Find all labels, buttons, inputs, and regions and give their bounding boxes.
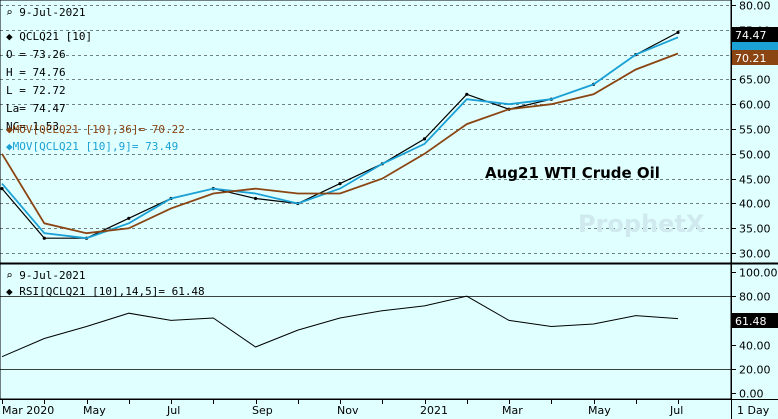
- price-point: [253, 196, 258, 201]
- zoom-icon[interactable]: ⌕: [6, 6, 13, 19]
- y-tick-label: 20.00: [739, 364, 771, 377]
- net-change-row: NC= 1.53: [6, 120, 59, 133]
- x-label-mar: Mar: [502, 404, 523, 417]
- x-label-nov: Nov: [337, 404, 359, 417]
- x-label-jul-2021: Jul: [669, 404, 683, 417]
- y-tick-label: 45.00: [739, 174, 771, 187]
- y-tick-label: 35.00: [739, 223, 771, 236]
- x-label-2021: 2021: [420, 404, 448, 417]
- symbol-text: QCLQ21 [10]: [19, 30, 92, 43]
- price-point: [42, 236, 46, 240]
- grid: [0, 5, 731, 370]
- zoom-icon[interactable]: ⌕: [6, 269, 13, 282]
- low-row: L = 72.72: [6, 84, 66, 97]
- price-point: [127, 216, 131, 220]
- last-row: La= 74.47: [6, 102, 66, 115]
- y-tick-label: 65.00: [739, 74, 771, 87]
- series-layer: [0, 30, 680, 358]
- x-label-may: May: [83, 404, 106, 417]
- high-row: H = 74.76: [6, 66, 66, 79]
- y-tick-label: 55.00: [739, 124, 771, 137]
- price-point: [465, 92, 469, 96]
- y-tick-label: 50.00: [739, 149, 771, 162]
- x-label-jul: Jul: [166, 404, 180, 417]
- x-label-mar-2020: Mar 2020: [2, 404, 54, 417]
- y-tick-label: 0.00: [739, 388, 764, 401]
- last-price-tag: 74.47: [732, 27, 778, 42]
- x-label-sep: Sep: [252, 404, 273, 417]
- mov9-line: [1, 36, 679, 240]
- rsi-last-tag: 61.48: [732, 313, 778, 328]
- mov9-tag: [732, 42, 778, 50]
- open-row: O = 73.26: [6, 48, 66, 61]
- price-point: [422, 137, 427, 141]
- rsi-date-label: ⌕ 9-Jul-2021: [6, 269, 85, 282]
- svg-text:70.21: 70.21: [735, 52, 767, 65]
- mov9-legend[interactable]: ◆MOV[QCLQ21 [10],9]= 73.49: [6, 140, 178, 153]
- y-tick-label: 80.00: [739, 291, 771, 304]
- mov36-legend[interactable]: ◆MOV[QCLQ21 [10],36]= 70.22: [6, 123, 185, 136]
- chart-title: Aug21 WTI Crude Oil: [485, 164, 660, 182]
- price-point: [338, 182, 342, 186]
- price-date: 9-Jul-2021: [19, 6, 85, 19]
- diamond-icon: ◆: [6, 123, 13, 136]
- mov36-tag: 70.21: [732, 50, 778, 65]
- price-point: [0, 187, 4, 191]
- watermark: ProphetX: [578, 210, 705, 238]
- symbol-label[interactable]: ◆ QCLQ21 [10]: [6, 30, 92, 43]
- plot-frame: [0, 0, 732, 400]
- y-tick-label: 40.00: [739, 340, 771, 353]
- price-date-label: ⌕ 9-Jul-2021: [6, 6, 85, 19]
- mov36-line: [1, 52, 679, 235]
- period-label[interactable]: 1 Day: [737, 404, 770, 417]
- y-tick-label: 80.00: [739, 0, 771, 13]
- rsi-legend[interactable]: ◆ RSI[QCLQ21 [10],14,5]= 61.48: [6, 285, 205, 298]
- y-tick-label: 30.00: [739, 248, 771, 261]
- y-tick-label: 40.00: [739, 198, 771, 211]
- y-tick-label: 100.00: [739, 267, 778, 280]
- svg-text:61.48: 61.48: [735, 315, 767, 328]
- price-point: [676, 30, 680, 34]
- x-label-may-2021: May: [588, 404, 611, 417]
- rsi-line: [1, 295, 679, 358]
- diamond-icon: ◆: [6, 30, 13, 43]
- svg-text:74.47: 74.47: [735, 29, 767, 42]
- diamond-icon: ◆: [6, 140, 13, 153]
- diamond-icon: ◆: [6, 285, 13, 298]
- y-tick-label: 60.00: [739, 99, 771, 112]
